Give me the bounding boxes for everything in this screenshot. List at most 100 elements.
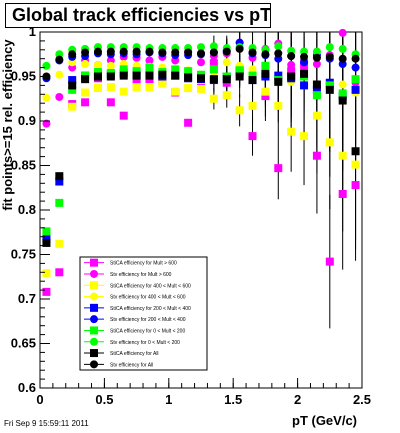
data-point-square — [158, 70, 167, 79]
data-point-square — [312, 151, 321, 160]
data-point-circle — [312, 60, 321, 69]
data-point-square — [81, 88, 90, 97]
data-point-square — [300, 132, 309, 141]
data-point-square — [145, 83, 154, 92]
legend-marker — [90, 269, 98, 278]
legend-label: StiCA efficiency for Mult > 600 — [110, 261, 177, 267]
data-markers — [42, 28, 360, 296]
data-point-circle — [351, 63, 360, 72]
data-point-circle — [68, 50, 77, 59]
data-point-square — [81, 98, 90, 107]
data-point-square — [55, 198, 64, 207]
data-point-square — [42, 234, 51, 243]
data-point-circle — [55, 70, 64, 79]
data-point-square — [197, 84, 205, 93]
x-tick-label: 1 — [165, 392, 172, 407]
data-point-square — [287, 72, 296, 81]
data-point-circle — [106, 47, 115, 56]
data-point-square — [171, 87, 180, 96]
data-point-square — [93, 68, 102, 77]
data-point-square — [248, 132, 257, 141]
data-point-circle — [42, 119, 51, 128]
data-point-square — [81, 75, 90, 84]
data-point-square — [171, 71, 180, 80]
data-point-square — [68, 76, 77, 85]
data-point-circle — [338, 28, 347, 37]
data-point-circle — [312, 47, 321, 56]
data-point-circle — [119, 47, 128, 56]
y-tick-label: 1 — [29, 24, 36, 39]
legend: StiCA efficiency for Mult > 600 Stv effic… — [79, 256, 208, 371]
y-tick-label: 0.8 — [18, 202, 36, 217]
data-point-circle — [338, 44, 347, 53]
data-point-square — [55, 239, 64, 248]
data-point-square — [68, 81, 77, 90]
legend-marker — [90, 303, 98, 312]
data-point-circle — [300, 52, 309, 61]
data-point-circle — [222, 47, 231, 56]
data-point-square — [171, 65, 180, 74]
data-point-circle — [287, 60, 296, 69]
y-tick-label: 0.75 — [11, 247, 36, 262]
data-point-square — [209, 65, 218, 74]
legend-marker — [90, 360, 98, 369]
data-point-square — [287, 127, 296, 136]
data-point-square — [184, 84, 193, 93]
data-point-square — [235, 106, 244, 115]
data-point-square — [222, 91, 231, 100]
data-point-square — [93, 72, 102, 81]
data-point-square — [338, 96, 347, 105]
data-point-square — [235, 72, 244, 81]
data-point-square — [338, 89, 347, 98]
data-point-square — [325, 138, 334, 147]
x-tick-label: 0 — [36, 392, 43, 407]
data-point-square — [119, 87, 128, 96]
data-point-square — [338, 189, 347, 198]
data-point-square — [209, 59, 218, 68]
data-point-circle — [55, 55, 64, 64]
data-point-square — [235, 66, 244, 75]
data-point-circle — [145, 56, 154, 65]
data-point-circle — [261, 50, 270, 59]
data-point-square — [145, 63, 154, 72]
data-point-square — [312, 80, 321, 89]
data-point-square — [119, 65, 128, 74]
legend-entry: StiCA efficiency for 0 < Mult < 200 — [84, 326, 185, 335]
data-point-square — [300, 69, 309, 78]
data-point-square — [42, 227, 51, 236]
data-point-square — [287, 67, 296, 76]
legend-entry: StiCA efficiency for All — [84, 349, 159, 358]
data-point-square — [132, 67, 141, 76]
data-point-square — [312, 91, 321, 100]
data-point-square — [132, 76, 141, 85]
data-point-circle — [145, 47, 154, 56]
data-point-square — [261, 87, 270, 96]
legend-entry: Stv efficiency for 400 < Mult < 600 — [84, 292, 186, 301]
legend-entry: Stv efficiency for Mult > 600 — [84, 269, 172, 278]
data-point-circle — [338, 54, 347, 63]
data-point-circle — [197, 58, 205, 67]
data-point-square — [300, 81, 309, 90]
legend-marker — [90, 292, 98, 301]
data-point-square — [312, 85, 321, 94]
legend-marker — [90, 326, 98, 335]
data-point-square — [351, 181, 360, 190]
data-point-circle — [132, 47, 141, 56]
data-point-circle — [184, 48, 193, 57]
data-point-circle — [209, 48, 218, 57]
title-box: Global track efficiencies vs pT — [5, 3, 271, 28]
legend-label: StiCA efficiency for 400 < Mult < 600 — [110, 283, 191, 289]
data-point-square — [184, 67, 193, 76]
data-point-square — [274, 71, 283, 80]
legend-entry: StiCA efficiency for Mult > 600 — [84, 258, 177, 267]
data-point-square — [351, 75, 360, 84]
data-point-square — [93, 84, 102, 93]
data-point-square — [248, 101, 257, 110]
data-point-square — [106, 83, 115, 92]
data-point-square — [132, 71, 141, 80]
legend-marker — [90, 281, 98, 290]
data-point-square — [132, 83, 141, 92]
data-point-circle — [42, 61, 51, 70]
data-point-circle — [55, 92, 64, 101]
